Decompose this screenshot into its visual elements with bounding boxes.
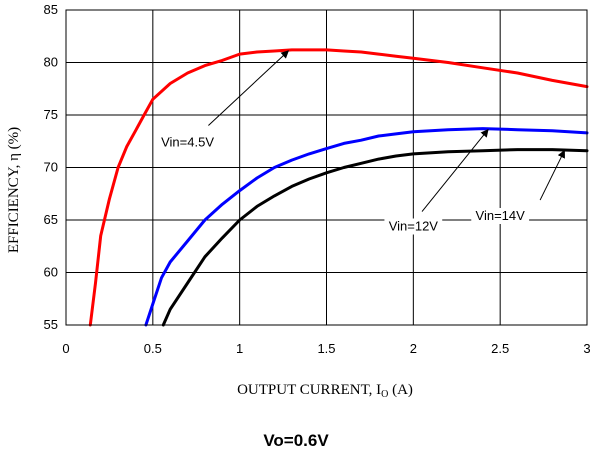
y-axis-label: EFFICIENCY, η (%) bbox=[6, 127, 22, 253]
annotation-arrow bbox=[539, 149, 565, 201]
x-tick-label: 1.5 bbox=[317, 341, 335, 356]
plot-frame bbox=[65, 9, 588, 326]
y-tick-label: 85 bbox=[44, 2, 58, 17]
y-tick-label: 75 bbox=[44, 107, 58, 122]
chart-caption: Vo=0.6V bbox=[263, 431, 329, 450]
series-line-1 bbox=[88, 48, 589, 327]
annotation-arrow bbox=[208, 50, 290, 126]
y-tick-label: 80 bbox=[44, 55, 58, 70]
annotations: Vin=4.5V Vin=12V Vin=14V bbox=[154, 50, 565, 235]
x-axis-label: OUTPUT CURRENT, IO (A) bbox=[237, 382, 413, 400]
x-axis-label-suffix: (A) bbox=[388, 382, 413, 398]
series-line-3 bbox=[161, 148, 589, 327]
y-tick-label: 70 bbox=[44, 160, 58, 175]
series-group bbox=[88, 48, 589, 327]
grid bbox=[65, 9, 588, 326]
annotation-label-bg bbox=[471, 208, 530, 224]
x-tick-label: 3 bbox=[583, 341, 590, 356]
x-tick-labels: 0 0.5 1 1.5 2 2.5 3 bbox=[62, 341, 590, 356]
x-axis-label-main: OUTPUT CURRENT, I bbox=[237, 382, 381, 398]
x-tick-label: 1 bbox=[236, 341, 243, 356]
annotation-label-bg bbox=[154, 134, 221, 151]
annotation-label-bg bbox=[384, 218, 443, 235]
y-tick-label: 60 bbox=[44, 265, 58, 280]
annotation-label: Vin=14V bbox=[476, 208, 526, 223]
annotation-label: Vin=12V bbox=[389, 219, 439, 234]
annotation-arrow bbox=[421, 128, 489, 212]
y-tick-label: 65 bbox=[44, 212, 58, 227]
x-tick-label: 0 bbox=[62, 341, 69, 356]
series-line-2 bbox=[144, 127, 589, 327]
x-tick-label: 2.5 bbox=[491, 341, 509, 356]
x-axis-label-subscript: O bbox=[381, 389, 388, 400]
x-tick-label: 2 bbox=[410, 341, 417, 356]
y-tick-label: 55 bbox=[44, 317, 58, 332]
x-tick-label: 0.5 bbox=[144, 341, 162, 356]
annotation-label: Vin=4.5V bbox=[161, 135, 214, 150]
y-tick-labels: 55 60 65 70 75 80 85 bbox=[44, 2, 58, 332]
